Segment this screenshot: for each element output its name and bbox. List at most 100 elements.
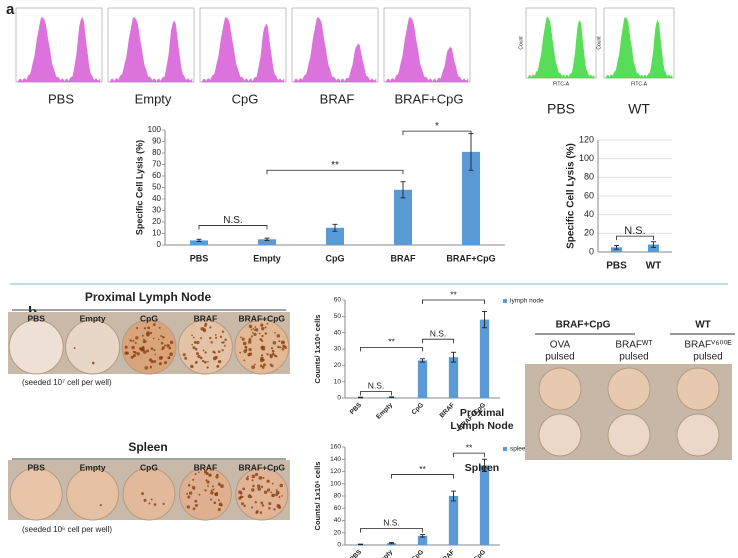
y-tick-label: 20	[334, 529, 342, 536]
well	[66, 467, 120, 521]
y-tick-label: 80	[584, 172, 594, 182]
spot	[204, 351, 207, 354]
spot	[143, 498, 147, 502]
y-tick-label: 120	[330, 468, 341, 475]
spot	[194, 503, 198, 507]
plate-title: Proximal Lymph Node	[85, 290, 212, 304]
spot	[152, 337, 155, 340]
well	[65, 319, 121, 375]
significance-bracket	[453, 452, 485, 458]
significance-bracket	[198, 225, 268, 230]
spot	[153, 360, 157, 363]
significance-label: **	[331, 160, 339, 171]
spot	[221, 330, 225, 333]
spot	[248, 347, 252, 352]
plate-note: (seeded 10⁷ cell per well)	[22, 378, 112, 387]
spot	[160, 356, 164, 359]
y-tick-label: 60	[584, 190, 594, 200]
spot	[207, 485, 209, 487]
spot	[191, 334, 193, 337]
y-tick-label: 40	[152, 194, 161, 203]
well-label: Empty	[80, 313, 106, 323]
column-header: BRAFⱽ⁶⁰⁰ᴱ	[684, 340, 731, 351]
spot	[251, 331, 254, 334]
spot	[258, 476, 263, 480]
spot	[168, 357, 171, 360]
well-label: BRAF+CpG	[239, 313, 286, 323]
spot	[264, 332, 268, 335]
spot	[194, 499, 198, 503]
spot	[242, 341, 247, 346]
spot	[147, 326, 151, 330]
plate-title: Spleen	[128, 440, 167, 454]
well	[122, 467, 176, 521]
spot	[202, 349, 205, 352]
histogram	[385, 17, 469, 83]
spot	[213, 351, 216, 354]
column-header: BRAFᵂᵀ	[615, 340, 653, 351]
spot	[250, 495, 253, 498]
well-label: Empty	[80, 462, 106, 472]
x-tick-label: BRAF	[438, 549, 456, 558]
histogram	[109, 17, 193, 83]
y-tick-label: 70	[152, 160, 161, 169]
spot	[209, 326, 212, 329]
spot	[247, 352, 251, 357]
spot	[271, 349, 275, 353]
spot	[193, 336, 195, 339]
spot	[194, 360, 198, 364]
x-tick-label: Empty	[375, 548, 394, 558]
y-tick-label: 160	[330, 444, 341, 451]
histogram	[201, 17, 285, 83]
spot	[270, 347, 274, 350]
spot	[248, 494, 251, 496]
y-tick-label: 0	[337, 542, 341, 549]
spot	[196, 340, 200, 345]
spot	[269, 355, 273, 359]
spot	[207, 360, 209, 363]
histogram-label: BRAF	[320, 91, 355, 106]
y-tick-label: 60	[152, 171, 161, 180]
histogram-frame	[291, 7, 379, 83]
significance-bracket	[266, 169, 404, 175]
well-label: BRAF	[194, 313, 218, 323]
spot	[239, 495, 243, 499]
spot	[262, 363, 266, 367]
spot	[141, 347, 145, 352]
spot	[193, 487, 196, 490]
spot	[208, 473, 212, 477]
spot	[194, 473, 197, 476]
well	[538, 367, 582, 411]
y-axis-label: Specific Cell Lysis (%)	[566, 143, 577, 249]
spot	[277, 345, 280, 349]
spot	[124, 351, 128, 355]
well-label: PBS	[27, 313, 45, 323]
spot	[187, 495, 191, 499]
spot	[143, 350, 147, 354]
significance-label: **	[419, 464, 426, 474]
x-tick-label: PBS	[349, 548, 364, 558]
spot	[211, 485, 214, 488]
bar	[647, 244, 660, 252]
spot	[275, 493, 279, 497]
significance-label: N.S.	[368, 381, 385, 391]
y-tick-label: 50	[152, 183, 161, 192]
legend-swatch	[503, 299, 507, 303]
histogram-label: PBS	[48, 91, 74, 106]
spot	[206, 480, 210, 484]
spot	[135, 327, 139, 330]
spot	[252, 484, 255, 488]
y-tick-label: 30	[334, 346, 342, 353]
spot	[284, 346, 288, 350]
spot	[162, 502, 165, 506]
spot	[141, 334, 144, 337]
spot	[243, 504, 246, 508]
spot	[149, 331, 153, 335]
spot	[270, 491, 273, 494]
spot	[248, 324, 253, 329]
spot	[209, 336, 212, 340]
bar	[462, 151, 480, 245]
spot	[214, 334, 217, 336]
spot	[199, 337, 203, 340]
well-label: CpG	[140, 462, 158, 472]
